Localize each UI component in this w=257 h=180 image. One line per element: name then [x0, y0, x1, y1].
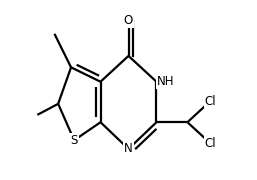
Text: NH: NH — [157, 75, 174, 88]
Text: Cl: Cl — [205, 94, 216, 107]
Text: O: O — [124, 14, 133, 27]
Text: Cl: Cl — [205, 137, 216, 150]
Text: S: S — [70, 134, 78, 147]
Text: N: N — [124, 142, 133, 155]
